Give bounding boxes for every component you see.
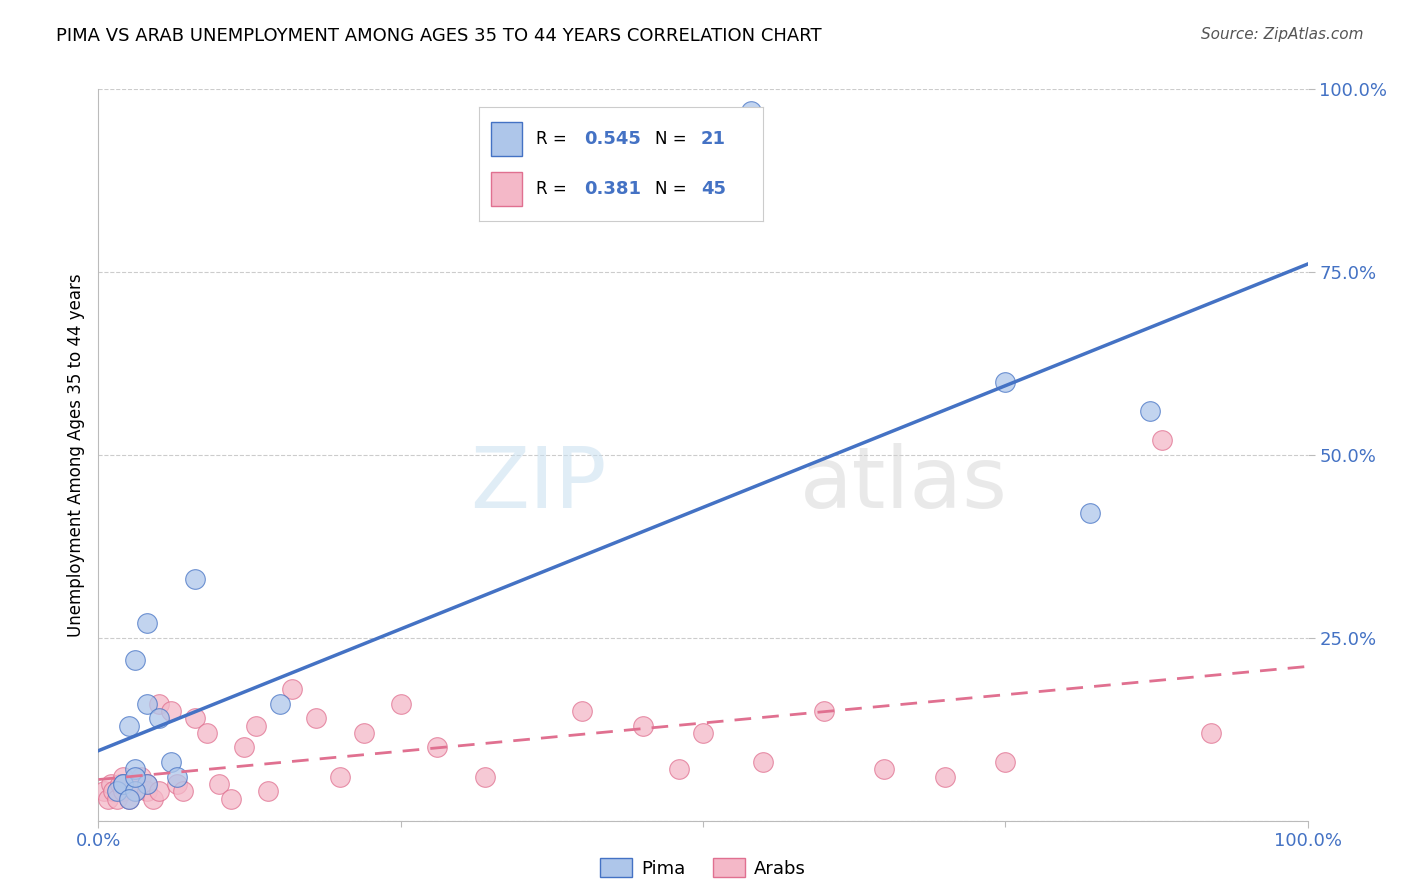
Point	[269, 697, 291, 711]
Point	[474, 770, 496, 784]
Point	[1139, 404, 1161, 418]
Point	[135, 697, 157, 711]
Point	[752, 755, 775, 769]
Point	[111, 770, 134, 784]
Point	[97, 791, 120, 805]
Point	[135, 777, 157, 791]
Point	[1078, 507, 1101, 521]
Point	[93, 784, 115, 798]
Y-axis label: Unemployment Among Ages 35 to 44 years: Unemployment Among Ages 35 to 44 years	[66, 273, 84, 637]
Point	[329, 770, 352, 784]
Point	[105, 791, 128, 805]
Point	[142, 791, 165, 805]
Point	[160, 755, 183, 769]
Point	[124, 653, 146, 667]
Point	[873, 763, 896, 777]
Point	[166, 777, 188, 791]
Point	[166, 770, 188, 784]
Point	[124, 777, 146, 791]
Point	[184, 711, 207, 725]
Point	[148, 784, 170, 798]
Point	[740, 104, 762, 119]
Point	[934, 770, 956, 784]
Point	[1199, 726, 1222, 740]
Point	[245, 718, 267, 732]
Point	[172, 784, 194, 798]
Point	[111, 784, 134, 798]
Point	[118, 791, 141, 805]
Point	[160, 704, 183, 718]
Point	[108, 777, 131, 791]
Point	[1152, 434, 1174, 448]
Point	[232, 740, 254, 755]
Point	[135, 784, 157, 798]
Point	[101, 784, 124, 798]
Point	[256, 784, 278, 798]
Point	[631, 718, 654, 732]
Point	[124, 784, 146, 798]
Point	[148, 697, 170, 711]
Point	[124, 763, 146, 777]
Point	[100, 777, 122, 791]
Point	[571, 704, 593, 718]
Point	[813, 704, 835, 718]
Legend: Pima, Arabs: Pima, Arabs	[593, 851, 813, 885]
Point	[148, 711, 170, 725]
Point	[195, 726, 218, 740]
Point	[305, 711, 328, 725]
Point	[221, 791, 243, 805]
Point	[353, 726, 375, 740]
Text: ZIP: ZIP	[470, 442, 606, 525]
Point	[994, 375, 1017, 389]
Point	[208, 777, 231, 791]
Point	[389, 697, 412, 711]
Text: atlas: atlas	[800, 442, 1008, 525]
Point	[281, 681, 304, 696]
Point	[118, 791, 141, 805]
Point	[668, 763, 690, 777]
Text: PIMA VS ARAB UNEMPLOYMENT AMONG AGES 35 TO 44 YEARS CORRELATION CHART: PIMA VS ARAB UNEMPLOYMENT AMONG AGES 35 …	[56, 27, 823, 45]
Point	[129, 770, 152, 784]
Point	[135, 616, 157, 631]
Point	[124, 770, 146, 784]
Point	[184, 572, 207, 586]
Point	[135, 777, 157, 791]
Text: Source: ZipAtlas.com: Source: ZipAtlas.com	[1201, 27, 1364, 42]
Point	[124, 784, 146, 798]
Point	[111, 777, 134, 791]
Point	[426, 740, 449, 755]
Point	[692, 726, 714, 740]
Point	[111, 777, 134, 791]
Point	[118, 718, 141, 732]
Point	[105, 784, 128, 798]
Point	[994, 755, 1017, 769]
